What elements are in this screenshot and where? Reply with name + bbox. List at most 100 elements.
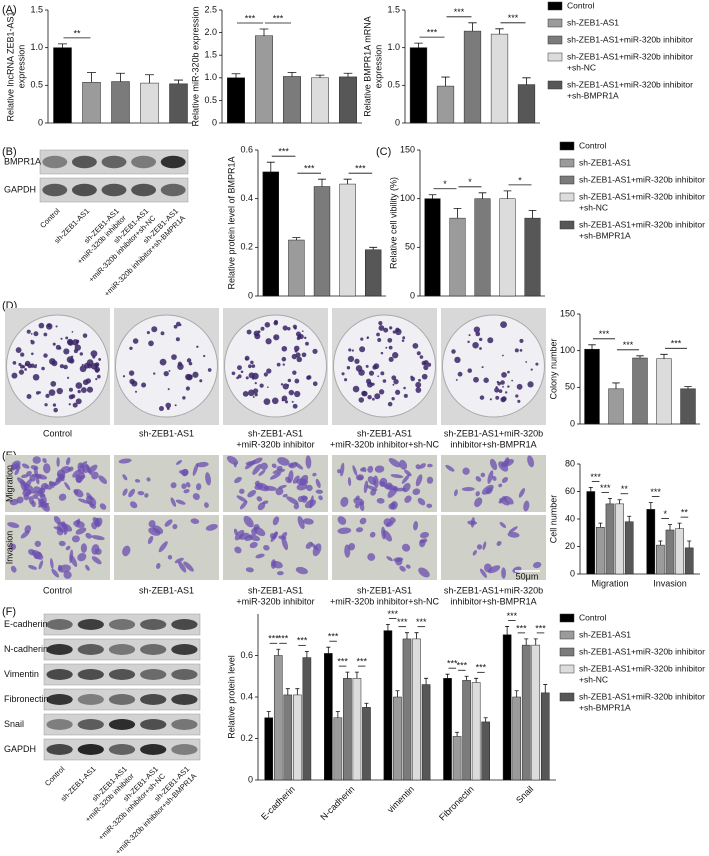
bar <box>339 183 356 297</box>
colony <box>18 369 25 375</box>
cell <box>426 476 434 484</box>
colony <box>479 395 485 400</box>
colony <box>403 393 408 398</box>
colony <box>285 400 289 404</box>
colony <box>312 381 318 387</box>
error-bar <box>428 194 437 199</box>
cell <box>254 480 260 486</box>
colony <box>312 348 318 354</box>
colony <box>287 378 292 383</box>
cell <box>174 557 184 564</box>
colony <box>68 394 74 400</box>
colony <box>281 356 287 362</box>
legend-label: +sh-NC <box>579 674 608 684</box>
cell <box>286 496 299 505</box>
y-tick-label: 0.6 <box>240 144 253 154</box>
significance-label: *** <box>671 339 682 349</box>
significance-label: *** <box>457 661 468 671</box>
colony <box>393 378 399 385</box>
significance-label: *** <box>356 656 367 666</box>
legend-label: +sh-BMPR1A <box>579 702 631 712</box>
cell <box>128 488 136 498</box>
legend-label: sh-ZEB1-AS1 <box>579 629 631 639</box>
y-tick-label: 0.5 <box>387 80 400 90</box>
legend-label: sh-ZEB1-AS1+miR-320b inhibitor <box>579 191 705 201</box>
y-tick-label: 2.5 <box>204 4 217 14</box>
colony <box>263 398 271 405</box>
plate <box>333 314 436 418</box>
colony <box>44 403 48 407</box>
colony <box>391 396 395 401</box>
cell <box>499 521 507 528</box>
y-tick-label: 1.0 <box>30 42 43 52</box>
blot-band <box>77 694 104 705</box>
cell <box>239 488 245 494</box>
image-label: sh-ZEB1-AS1 <box>357 585 412 595</box>
colony <box>151 326 158 333</box>
cell <box>148 527 161 536</box>
cell <box>63 570 72 579</box>
cell <box>99 503 107 510</box>
error-bar <box>677 522 682 529</box>
error-bar <box>116 72 125 82</box>
error-bar <box>231 73 241 78</box>
colony <box>273 320 278 324</box>
cell <box>64 481 71 491</box>
legend-label: +sh-NC <box>567 62 596 72</box>
bar <box>111 81 130 124</box>
y-tick-label: 0.4 <box>240 691 253 701</box>
cell <box>480 472 486 478</box>
colony <box>50 381 57 387</box>
y-tick-label: 0.2 <box>240 733 253 743</box>
colony <box>245 376 249 380</box>
cell <box>405 564 411 569</box>
bar <box>615 503 624 575</box>
bar <box>412 638 421 781</box>
cell <box>296 483 308 491</box>
cell <box>156 563 161 569</box>
lane-label: Control <box>43 764 67 788</box>
cell <box>183 561 194 572</box>
bar <box>343 678 352 781</box>
error-bar <box>335 711 340 718</box>
significance-label: ** <box>621 484 629 494</box>
colony <box>374 393 381 400</box>
y-tick-label: 80 <box>565 458 575 468</box>
legend-label: sh-ZEB1-AS1+miR-320b inhibitor <box>579 174 705 184</box>
blot-band <box>140 694 167 705</box>
colony <box>26 394 32 400</box>
cell <box>192 493 200 501</box>
colony <box>165 402 172 409</box>
cell <box>181 468 189 476</box>
bar <box>169 83 188 124</box>
cell <box>305 541 313 549</box>
x-tick-label: Snail <box>514 784 535 805</box>
cell <box>181 483 187 490</box>
colony <box>48 389 56 396</box>
bar <box>383 630 393 781</box>
cell <box>35 476 40 485</box>
colony <box>271 397 279 405</box>
colony <box>94 368 100 373</box>
colony <box>22 365 26 369</box>
cell <box>158 541 168 553</box>
cell <box>388 458 401 468</box>
colony <box>296 356 303 363</box>
colony <box>263 372 268 377</box>
x-tick-label: Migration <box>591 578 628 588</box>
cell <box>204 502 209 508</box>
legend-swatch <box>547 1 563 11</box>
y-tick-label: 60 <box>565 486 575 496</box>
significance-label: *** <box>454 7 465 17</box>
cell <box>282 493 288 498</box>
legend-swatch <box>559 141 575 151</box>
colony <box>280 383 284 386</box>
cell <box>258 469 266 476</box>
cell <box>337 469 342 474</box>
x-tick-label: vimentin <box>385 784 416 815</box>
bar <box>474 198 491 297</box>
colony <box>455 378 458 381</box>
cell <box>9 498 19 506</box>
colony <box>65 336 69 340</box>
error-bar <box>318 178 326 187</box>
